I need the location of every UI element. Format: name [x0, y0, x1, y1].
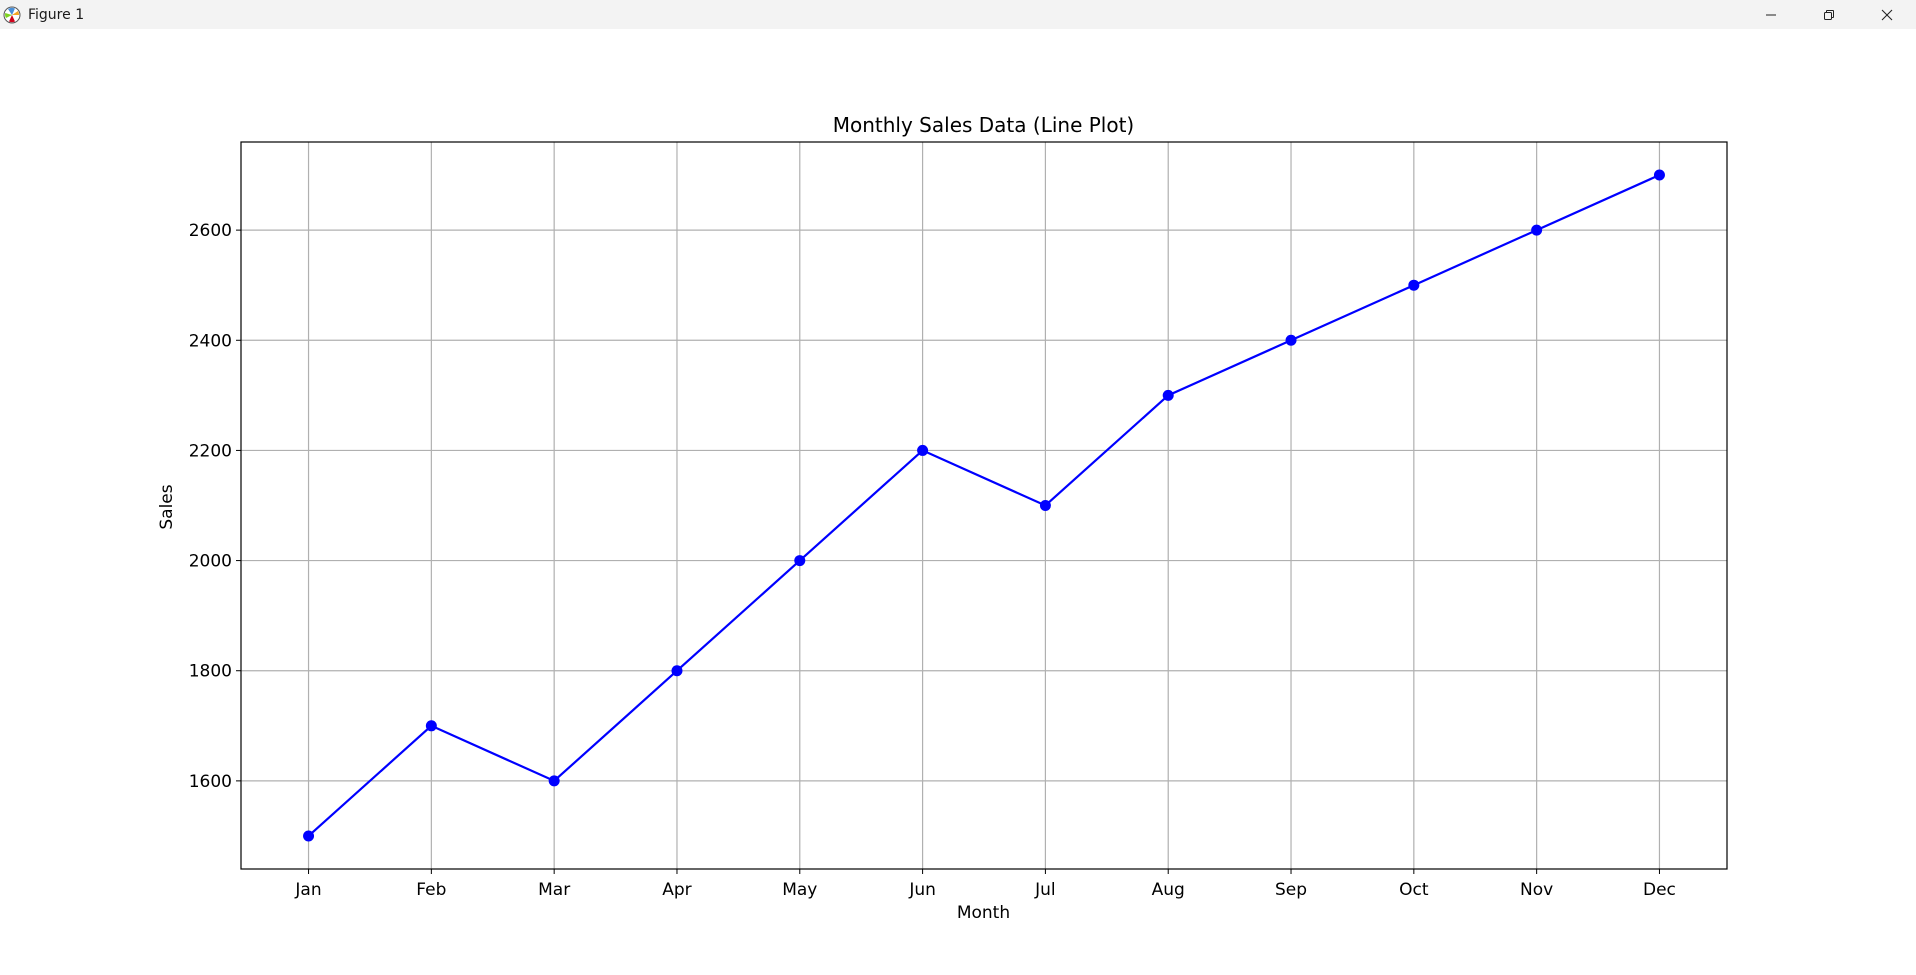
- window-titlebar: Figure 1: [0, 0, 1916, 29]
- data-point: [1653, 169, 1665, 181]
- x-tick-label: Nov: [1520, 880, 1553, 900]
- figure-canvas: Monthly Sales Data (Line Plot) Jan Feb Mar…: [0, 29, 1916, 971]
- x-tick-label: Jun: [908, 880, 936, 900]
- window-title: Figure 1: [28, 6, 85, 23]
- y-axis-label: Sales: [157, 484, 177, 529]
- x-tick-label: Oct: [1399, 880, 1429, 900]
- data-point: [1162, 389, 1174, 401]
- restore-icon: [1824, 9, 1834, 20]
- x-tick-label: Dec: [1643, 880, 1676, 900]
- x-tick-label: Feb: [416, 880, 446, 900]
- y-tick-label: 1600: [189, 772, 232, 792]
- chart-title: Monthly Sales Data (Line Plot): [833, 113, 1134, 137]
- data-point: [794, 555, 806, 567]
- data-point: [1285, 334, 1297, 346]
- matplotlib-logo-icon: [2, 5, 22, 25]
- minimize-icon: [1766, 14, 1776, 15]
- close-icon: [1881, 9, 1893, 20]
- y-tick-label: 2200: [189, 441, 232, 461]
- close-button[interactable]: [1858, 0, 1916, 29]
- data-point: [671, 665, 683, 677]
- y-tick-label: 2400: [189, 331, 232, 351]
- minimize-button[interactable]: [1742, 0, 1800, 29]
- x-tick-label: Jul: [1034, 880, 1056, 900]
- data-point: [1408, 279, 1420, 291]
- y-tick-label: 1800: [189, 662, 232, 682]
- data-point: [303, 830, 315, 842]
- plot-frame: [240, 141, 1728, 870]
- y-tick-label: 2000: [189, 552, 232, 572]
- x-tick-label: Jan: [294, 880, 321, 900]
- data-point: [1531, 224, 1543, 236]
- series-line: [307, 174, 1660, 837]
- data-point: [548, 775, 560, 787]
- x-tick-label: May: [782, 880, 817, 900]
- axes: Jan Feb Mar Apr May Jun Jul Aug Sep Oct Nov Dec 1600…: [189, 141, 1728, 900]
- window-controls: [1742, 0, 1916, 29]
- data-series: [303, 169, 1665, 842]
- y-tick-label: 2600: [189, 221, 232, 241]
- data-point: [425, 720, 437, 732]
- restore-button[interactable]: [1800, 0, 1858, 29]
- grid: [241, 142, 1727, 869]
- x-tick-label: Aug: [1152, 880, 1185, 900]
- line-chart: Monthly Sales Data (Line Plot) Jan Feb Mar…: [157, 113, 1728, 923]
- data-point: [917, 444, 929, 456]
- data-point: [1039, 500, 1051, 511]
- x-tick-label: Mar: [538, 880, 570, 900]
- x-tick-label: Sep: [1275, 880, 1307, 900]
- x-axis-label: Month: [957, 903, 1010, 923]
- x-tick-label: Apr: [662, 880, 691, 900]
